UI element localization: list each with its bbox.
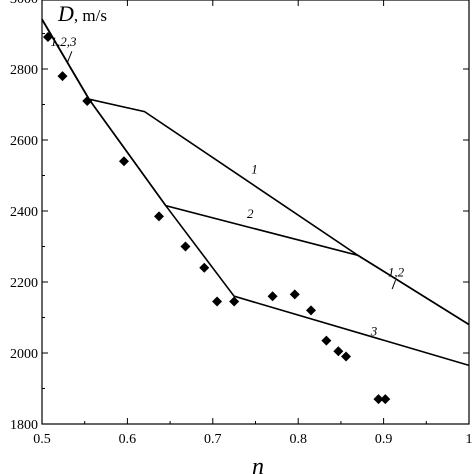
data-point-diamond	[199, 262, 210, 273]
x-axis-title: n	[252, 454, 264, 474]
curve-label: 1	[251, 162, 257, 177]
y-tick-label: 2400	[10, 205, 38, 220]
data-point-diamond	[57, 71, 68, 82]
data-point-diamond	[341, 351, 352, 362]
y-axis-symbol: D	[57, 1, 74, 26]
y-axis-unit: , m/s	[74, 6, 107, 25]
data-point-diamond	[267, 291, 278, 302]
curve-label: 2	[247, 206, 254, 221]
data-point-diamond	[289, 289, 300, 300]
y-tick-label: 1800	[10, 418, 38, 433]
data-point-diamond	[82, 95, 93, 106]
y-axis-title: D, m/s	[57, 1, 107, 26]
curve-3	[41, 18, 470, 367]
y-tick-label: 2200	[10, 276, 38, 291]
y-tick-label: 3000	[10, 0, 38, 7]
data-point-diamond	[380, 394, 391, 405]
curve-label: 3	[370, 323, 378, 338]
data-point-diamond	[321, 335, 332, 346]
y-tick-label: 2800	[10, 63, 38, 78]
curve-label: 1,2	[388, 265, 405, 280]
x-tick-label: 1	[466, 432, 473, 447]
data-point-diamond	[118, 156, 129, 167]
axes: 0.5 0.6 0.7 0.8 0.9 1 1800 2000 2200 2400 2600 2800…	[10, 0, 473, 447]
x-tick-label: 0.8	[289, 432, 307, 447]
x-tick-label: 0.5	[33, 432, 51, 447]
data-point-diamond	[373, 394, 384, 405]
curves	[41, 18, 470, 367]
label-leader	[391, 280, 397, 290]
y-tick-label: 2600	[10, 134, 38, 149]
data-points	[42, 32, 391, 405]
data-point-diamond	[153, 211, 164, 222]
data-point-diamond	[212, 296, 223, 307]
y-tick-label: 2000	[10, 347, 38, 362]
data-point-diamond	[180, 241, 191, 252]
x-tick-label: 0.6	[119, 432, 137, 447]
data-point-diamond	[306, 305, 317, 316]
label-leader	[67, 51, 73, 63]
plot-frame	[41, 0, 470, 425]
data-point-diamond	[42, 32, 53, 43]
x-tick-label: 0.9	[375, 432, 393, 447]
curve-label: 1,2,3	[51, 34, 78, 49]
x-tick-label: 0.7	[204, 432, 222, 447]
data-point-diamond	[229, 296, 240, 307]
curve-labels: 1,2,3 1 2 1,2 3	[51, 34, 405, 338]
data-point-diamond	[333, 346, 344, 357]
